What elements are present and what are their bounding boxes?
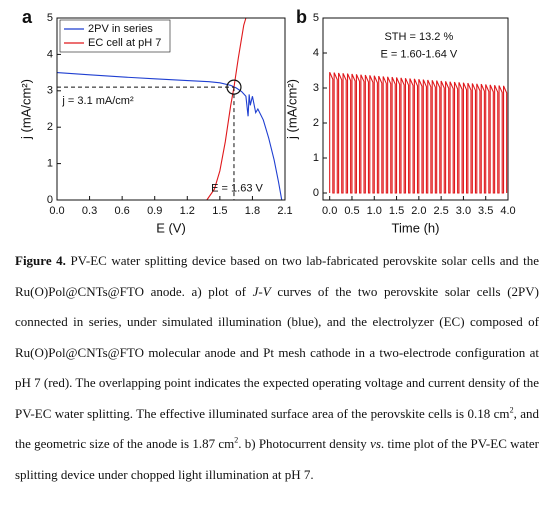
x-tick-label: 2.5 [433,205,448,217]
x-axis-label: E (V) [156,220,186,235]
y-tick-label: 5 [47,12,53,24]
x-tick-label: 0.6 [114,205,129,217]
x-tick-label: 1.0 [367,205,382,217]
x-tick-label: 0.0 [49,205,64,217]
caption: Figure 4. PV-EC water splitting device b… [15,246,539,490]
caption-text: J-V [252,283,271,299]
operating-point [226,79,242,95]
annotation: E = 1.60-1.64 V [380,49,457,61]
series-line [56,72,283,201]
annotation: j = 3.1 mA/cm² [61,95,134,107]
legend-label: 2PV in series [88,23,153,35]
legend-label: EC cell at pH 7 [88,37,161,49]
series-line [329,72,508,194]
y-tick-label: 1 [47,158,53,170]
legend-box [59,19,171,53]
panel-label: a [22,7,33,27]
x-tick-label: 0.5 [344,205,359,217]
y-axis-label: j (mA/cm²) [284,79,299,140]
x-tick-label: 1.5 [389,205,404,217]
y-tick-label: 2 [47,121,53,133]
series-line [206,17,247,201]
x-tick-label: 3.5 [478,205,493,217]
annotation: STH = 13.2 % [384,31,453,43]
x-tick-label: 0.0 [322,205,337,217]
x-tick-label: 1.8 [245,205,260,217]
y-tick-label: 0 [47,194,53,206]
caption-text: 2 [234,435,239,445]
x-tick-label: 3.0 [456,205,471,217]
panel-label: b [296,7,307,27]
x-tick-label: 4.0 [500,205,515,217]
figure: a 0 1 2 3 4 5 0.0 0.3 0.6 0.9 1.2 1.5 1.8 2.1 E (V) j (m… [18,7,515,236]
x-axis-label: Time (h) [392,220,440,235]
caption-text: curves of the two perovskite solar cells… [15,283,539,421]
x-tick-label: 0.9 [147,205,162,217]
x-tick-label: 1.5 [212,205,227,217]
y-tick-label: 4 [313,47,319,59]
x-tick-label: 0.3 [82,205,97,217]
x-tick-label: 1.2 [180,205,195,217]
caption-text: , and the geometric size of the anode is… [15,405,540,452]
y-tick-label: 0 [313,187,319,199]
caption-label: Figure 4. [15,253,66,268]
y-tick-label: 5 [313,12,319,24]
y-axis-label: j (mA/cm²) [18,79,33,140]
plot-frame [56,17,286,201]
plot-frame [322,17,509,201]
caption-text: . time plot of the PV-EC water splitting… [15,436,539,482]
y-tick-label: 1 [313,152,319,164]
annotation: E = 1.63 V [211,182,263,194]
x-tick-label: 2.1 [277,205,292,217]
y-tick-label: 2 [313,117,319,129]
caption-text: vs [370,436,381,451]
caption-text: PV-EC water splitting device based on tw… [15,253,539,299]
y-tick-label: 4 [47,48,53,60]
y-tick-label: 3 [313,82,319,94]
x-tick-label: 2.0 [411,205,426,217]
y-tick-label: 3 [47,85,53,97]
caption-text: . b) Photocurrent density [238,436,371,451]
caption-text: 2 [509,405,514,415]
